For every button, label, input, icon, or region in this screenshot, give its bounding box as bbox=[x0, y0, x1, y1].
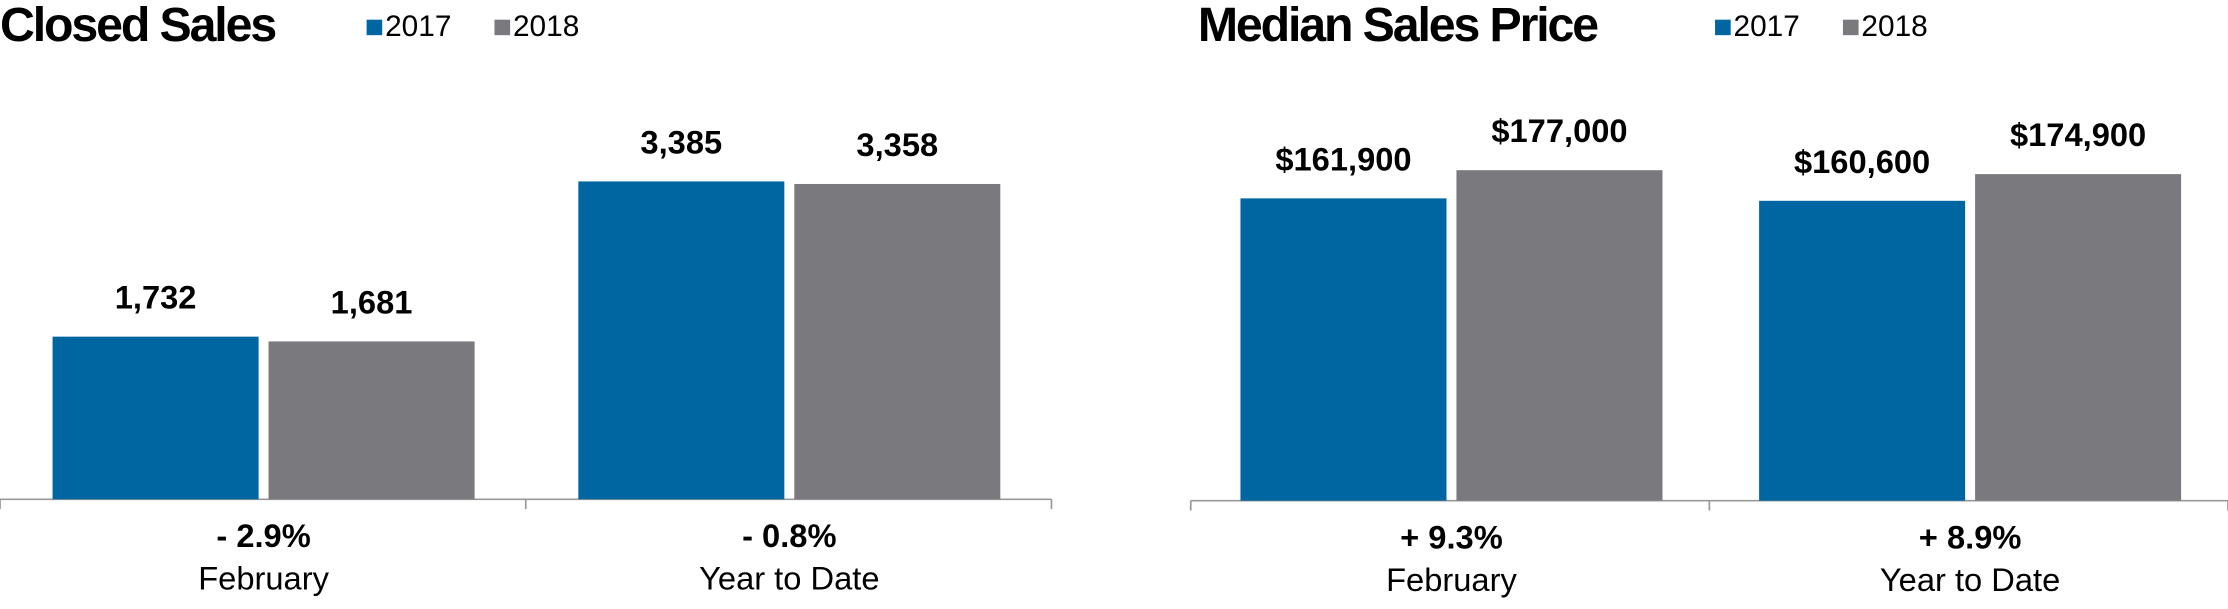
bar bbox=[1456, 170, 1663, 501]
bar bbox=[578, 181, 785, 500]
bar bbox=[794, 183, 1001, 500]
legend-label: 2018 bbox=[513, 10, 579, 43]
bar bbox=[1240, 198, 1447, 501]
change-label: + 9.3% bbox=[1400, 520, 1503, 556]
legend-label: 2018 bbox=[1861, 10, 1927, 43]
legend-swatch bbox=[366, 19, 383, 36]
value-label: 3,358 bbox=[856, 127, 938, 163]
legend-swatch bbox=[1842, 19, 1859, 36]
x-tick-label: Year to Date bbox=[1880, 562, 2060, 598]
x-tick-label: February bbox=[1386, 562, 1517, 598]
x-tick-label: February bbox=[198, 561, 329, 597]
value-label: $174,900 bbox=[2010, 117, 2146, 153]
value-label: $160,600 bbox=[1794, 144, 1930, 180]
bar bbox=[52, 336, 259, 500]
value-label: 3,385 bbox=[640, 125, 722, 161]
value-label: 1,732 bbox=[115, 280, 197, 316]
bar bbox=[1975, 174, 2182, 501]
change-label: + 8.9% bbox=[1919, 520, 2022, 556]
value-label: $177,000 bbox=[1491, 113, 1627, 149]
change-label: - 0.8% bbox=[742, 518, 837, 554]
chart-title: Median Sales Price bbox=[1198, 0, 1599, 52]
legend-label: 2017 bbox=[385, 10, 451, 43]
x-tick-label: Year to Date bbox=[699, 561, 879, 597]
legend-label: 2017 bbox=[1734, 10, 1800, 43]
chart-title: Closed Sales bbox=[0, 0, 275, 52]
value-label: $161,900 bbox=[1275, 142, 1411, 178]
legend-swatch bbox=[1715, 19, 1731, 36]
change-label: - 2.9% bbox=[216, 518, 311, 554]
bar bbox=[1759, 200, 1966, 501]
bar bbox=[268, 341, 475, 500]
legend-swatch bbox=[494, 19, 511, 36]
value-label: 1,681 bbox=[331, 285, 413, 321]
